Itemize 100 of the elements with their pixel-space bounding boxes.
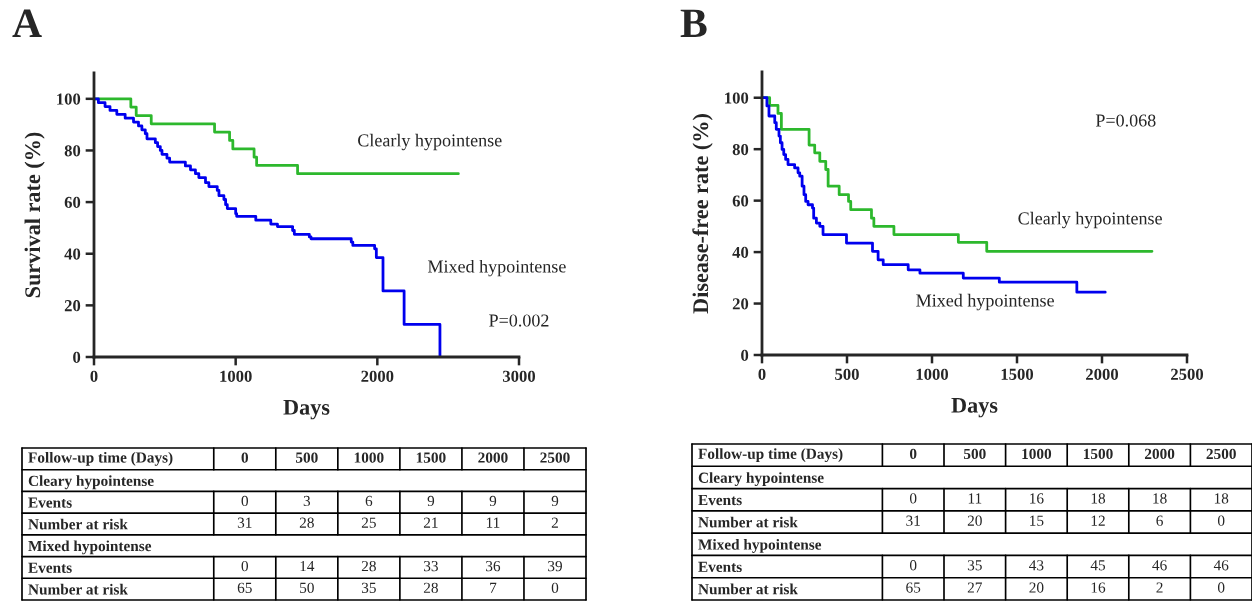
data-label: 20	[1029, 582, 1044, 593]
x-axis-title: Follow-up time (Days)	[28, 451, 173, 466]
data-label: 18	[1091, 493, 1106, 504]
data-label: 46	[1152, 560, 1167, 571]
x-tick-label: 1500	[416, 452, 446, 463]
data-label: 33	[423, 560, 438, 572]
y-tick-label: Events	[28, 497, 72, 508]
x-tick-label: 2000	[361, 370, 394, 382]
x-tick-label: 1000	[1022, 448, 1052, 460]
y-tick-label: Number at risk	[28, 583, 128, 595]
y-tick-label: Number at risk	[28, 518, 128, 530]
data-label: 2	[1156, 582, 1163, 593]
x-tick-label: 0	[909, 448, 917, 460]
y-tick-label: 60	[732, 195, 749, 207]
data-label: 6	[1156, 515, 1163, 526]
data-label: 9	[489, 495, 497, 507]
data-label: 27	[967, 582, 982, 593]
y-axis-title: Disease-free rate (%)	[692, 114, 713, 314]
y-tick-label: 40	[64, 248, 81, 260]
data-label: 50	[300, 582, 314, 593]
x-tick-label: 500	[835, 368, 859, 380]
y-tick-label: Mixed hypointense	[28, 540, 152, 555]
x-tick-label: 1000	[354, 452, 384, 463]
y-tick-label: 0	[73, 351, 81, 363]
x-tick-label: 2500	[1171, 368, 1204, 380]
data-label: 20	[967, 515, 982, 526]
data-label: 45	[1090, 560, 1106, 571]
y-tick-label: Events	[698, 495, 742, 506]
data-label: 0	[551, 582, 559, 593]
chart-title: B	[680, 9, 707, 38]
data-label: 65	[237, 582, 252, 593]
x-tick-label: 2500	[1206, 448, 1236, 460]
data-label: 15	[1030, 515, 1044, 526]
series-label: Clearly hypointense	[1018, 211, 1162, 229]
chart-title: A	[12, 9, 42, 37]
data-label: 18	[1214, 493, 1229, 504]
x-axis-title: Follow-up time (Days)	[698, 448, 843, 463]
data-label: 39	[548, 560, 562, 572]
series-label: Mixed hypointense	[427, 259, 566, 277]
data-label: 0	[1217, 582, 1225, 593]
y-tick-label: 60	[64, 196, 81, 209]
data-label: 2	[551, 517, 558, 528]
x-tick-label: 2000	[1086, 368, 1119, 380]
data-label: 11	[968, 493, 982, 504]
data-label: 0	[909, 493, 917, 504]
data-label: 9	[427, 495, 435, 507]
data-label: 35	[361, 582, 376, 593]
x-tick-label: 500	[963, 448, 986, 460]
data-label: 7	[490, 582, 497, 593]
data-label: 14	[300, 561, 315, 572]
data-label: 18	[1153, 493, 1167, 504]
data-label: 65	[906, 582, 921, 593]
x-tick-label: 3000	[502, 370, 536, 382]
data-label: 0	[909, 560, 917, 571]
data-label: 21	[423, 517, 438, 528]
data-label: 6	[365, 495, 373, 507]
x-tick-label: 2000	[478, 452, 508, 463]
x-axis-title: Days	[283, 400, 330, 420]
data-label: 28	[423, 582, 438, 593]
data-label: 12	[1091, 515, 1105, 526]
data-label: 46	[1213, 560, 1229, 571]
y-tick-label: Cleary hypointense	[28, 475, 154, 490]
y-tick-label: 80	[732, 143, 749, 156]
data-label: 0	[1217, 515, 1225, 526]
y-tick-label: Cleary hypointense	[698, 472, 824, 487]
data-label: 0	[241, 495, 249, 507]
data-label: 16	[1030, 493, 1044, 504]
x-tick-label: 1000	[220, 370, 252, 382]
y-tick-label: 80	[64, 145, 81, 157]
x-tick-label: 2500	[540, 452, 570, 463]
x-axis-title: Days	[951, 398, 998, 418]
y-tick-label: Number at risk	[698, 583, 798, 595]
y-tick-label: Number at risk	[698, 516, 798, 528]
data-label: 43	[1029, 560, 1044, 571]
x-tick-label: 1500	[1083, 448, 1113, 460]
data-label: 25	[361, 517, 376, 528]
y-tick-label: 40	[732, 246, 749, 259]
y-axis-title: Survival rate (%)	[24, 132, 45, 298]
y-tick-label: Mixed hypointense	[698, 538, 822, 553]
y-tick-label: 100	[725, 92, 749, 104]
data-label: 3	[303, 495, 311, 507]
data-label: 31	[237, 517, 252, 528]
x-tick-label: 1000	[916, 368, 949, 380]
x-tick-label: 0	[241, 452, 249, 463]
x-tick-label: 500	[295, 452, 318, 463]
data-label: 36	[486, 560, 501, 572]
y-tick-label: 20	[732, 298, 749, 310]
data-label: 9	[551, 495, 559, 507]
y-tick-label: 20	[64, 300, 81, 312]
y-tick-label: Events	[28, 562, 72, 573]
annotation: P=0.002	[489, 314, 549, 327]
series-label: Clearly hypointense	[358, 133, 502, 151]
data-label: 35	[967, 560, 982, 571]
y-tick-label: 100	[57, 93, 81, 105]
data-label: 11	[486, 517, 500, 528]
y-tick-label: Events	[698, 561, 742, 573]
annotation: P=0.068	[1095, 114, 1156, 127]
y-tick-label: 0	[741, 349, 749, 361]
series-label: Mixed hypointense	[916, 293, 1054, 311]
data-label: 0	[241, 560, 249, 572]
